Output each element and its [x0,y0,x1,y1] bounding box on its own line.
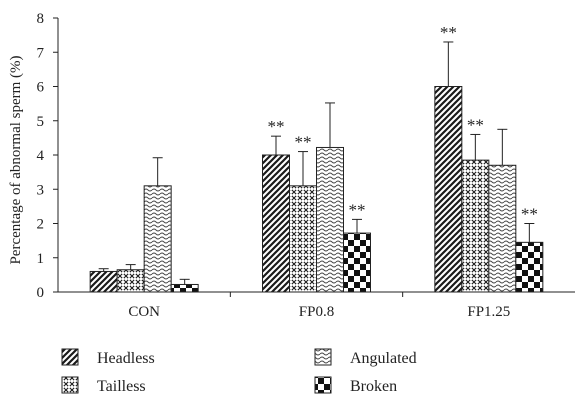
y-tick-label: 7 [37,45,45,61]
significance-marker: ** [349,200,366,219]
legend-label-angulated: Angulated [350,350,417,367]
legend: Headless Tailless Angulated Broken [61,348,417,395]
bar-headless-con [89,270,118,293]
bar-broken-fp0-8 [343,232,371,293]
category-label: FP0.8 [299,304,334,320]
bar-tailless-fp0-8 [289,185,317,293]
bar-tailless-fp1-25 [461,159,490,293]
bar-angulated-fp0-8 [316,146,344,293]
y-tick-label: 2 [37,217,45,233]
y-tick-label: 8 [37,11,45,27]
bar-headless-fp1-25 [434,86,463,293]
legend-swatch-broken [314,376,332,394]
y-tick-label: 5 [37,114,45,130]
y-tick-label: 1 [37,251,45,267]
bar-broken-con [170,283,199,293]
legend-label-headless: Headless [97,350,155,367]
x-axis: CON FP0.8 FP1.25 [58,291,575,320]
bar-headless-fp0-8 [262,154,290,293]
bar-angulated-fp1-25 [488,164,517,293]
bar-angulated-con [143,185,172,293]
legend-swatch-headless [61,348,79,366]
y-tick-label: 3 [37,182,45,198]
significance-marker: ** [268,117,285,136]
category-label: CON [128,304,160,320]
significance-marker: ** [467,115,484,134]
y-tick-label: 6 [37,80,45,96]
y-axis-label: Percentage of abnormal sperm (%) [8,55,24,264]
y-axis: 0 1 2 3 4 5 6 7 8 [37,11,59,301]
significance-marker: ** [295,133,312,152]
bar-broken-fp1-25 [515,241,544,293]
legend-label-tailless: Tailless [97,378,146,395]
y-tick-label: 0 [37,285,45,301]
y-tick-label: 4 [37,148,45,164]
significance-marker: ** [521,205,538,224]
bars: ** ** ** ** ** ** [89,23,544,293]
legend-swatch-tailless [61,376,79,394]
significance-marker: ** [440,23,457,42]
category-label: FP1.25 [467,304,510,320]
legend-swatch-angulated [314,348,332,366]
legend-label-broken: Broken [350,378,397,395]
bar-tailless-con [116,269,145,293]
